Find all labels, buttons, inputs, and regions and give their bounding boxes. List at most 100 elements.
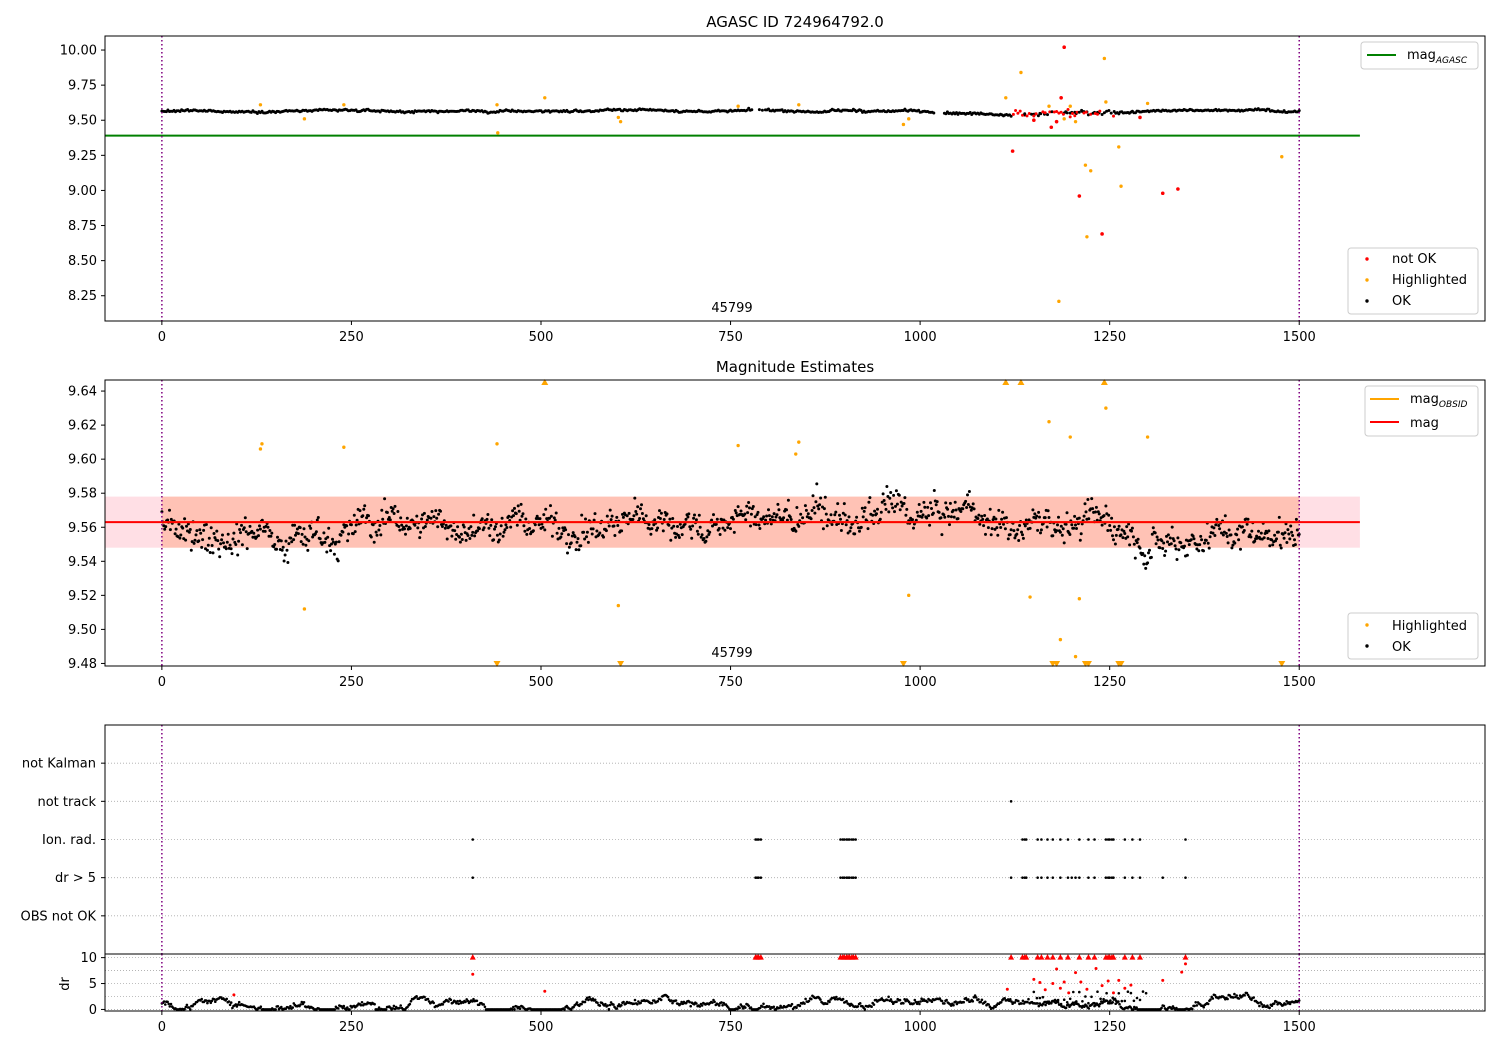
highlighted-point [302, 117, 307, 121]
ok-point [477, 527, 481, 531]
ok-point [1119, 533, 1123, 537]
panel-top: AGASC ID 724964792.0 45799 0 250 500 750 100… [60, 13, 1486, 345]
ok-point [341, 530, 345, 534]
ok-point [932, 489, 936, 492]
flag-point-dr-5 [1108, 876, 1111, 879]
ok-point [598, 531, 602, 535]
ok-point [1021, 536, 1025, 540]
ok-point [571, 531, 575, 535]
dr-ok-point [650, 1001, 654, 1005]
ok-point [369, 535, 373, 539]
ok-point [714, 522, 718, 526]
ok-point [567, 545, 571, 549]
dr-ok-point [333, 1008, 337, 1011]
ok-point [1223, 514, 1227, 518]
ok-point [1242, 529, 1246, 532]
panel-mid-xtick-label-0: 0 [158, 675, 166, 690]
ok-point [1220, 531, 1223, 535]
flag-point-ion-rad [854, 838, 857, 841]
ok-point [640, 503, 643, 507]
dr-ok-point [790, 1002, 794, 1006]
ok-point [966, 493, 969, 497]
flag-point-dr-5 [1046, 876, 1049, 879]
ok-point [888, 496, 892, 500]
dr-ok-point [360, 1001, 364, 1004]
ok-point [1086, 498, 1090, 501]
dr-capped-marker [1091, 954, 1098, 960]
ok-point [818, 503, 822, 507]
ok-point [235, 522, 239, 526]
dr-ok-point [1126, 990, 1130, 993]
ok-point [464, 538, 468, 542]
panel-mid-ytick-label-5: 9.58 [68, 487, 97, 502]
flag-point-ion-rad [1036, 838, 1039, 841]
ok-point [695, 529, 699, 533]
ok-point [318, 537, 322, 541]
dr-ok-point [798, 1004, 802, 1008]
flag-point-ion-rad [471, 838, 475, 841]
ok-point [585, 530, 589, 534]
not-ok-cluster-point [1046, 113, 1049, 117]
dr-ok-point [721, 1004, 724, 1007]
ok-point [839, 517, 842, 521]
ok-point [1226, 541, 1230, 545]
dr-ok-point [166, 1000, 169, 1004]
ok-point [743, 512, 747, 516]
dr-not-ok-point [1074, 971, 1078, 975]
ok-point [1080, 522, 1084, 526]
ok-point [1166, 533, 1170, 537]
ok-point [687, 512, 691, 516]
ok-point [503, 528, 507, 532]
ok-point [592, 518, 596, 522]
highlighted-clipped-low [617, 661, 625, 667]
ok-point [1043, 516, 1047, 520]
ok-point [997, 508, 1001, 512]
ok-point [1097, 512, 1101, 516]
dr-ok-point [992, 1006, 995, 1010]
panel-mid-xtick-label-1500: 1500 [1283, 675, 1316, 690]
ok-point [1175, 558, 1179, 561]
highlighted-point [302, 607, 307, 611]
ok-point [289, 536, 293, 540]
ok-point [387, 516, 391, 519]
ok-point [280, 548, 284, 552]
dr-capped-marker [1110, 954, 1117, 960]
dr-ok-point [988, 1005, 992, 1008]
dr-not-ok-point [1180, 970, 1184, 974]
flag-point-ion-rad [1046, 838, 1049, 841]
dr-ok-point [967, 998, 970, 1001]
ok-point [472, 513, 476, 517]
dr-ok-point [913, 998, 917, 1002]
dr-ok-point [167, 1002, 170, 1006]
panel-mid-axes: 0 250 500 750 1000 1250 1500 9.48 9.50 9.52 9.54 9.… [68, 385, 1316, 690]
ok-point [1136, 537, 1140, 541]
ok-point [702, 537, 706, 540]
ok-point [976, 517, 980, 520]
ok-point [415, 514, 419, 518]
flag-point-dr-5 [1131, 876, 1134, 879]
ok-point [809, 517, 813, 521]
ok-point [718, 533, 722, 536]
ok-point [361, 514, 365, 518]
ok-point [1150, 532, 1154, 536]
ok-point [225, 540, 229, 544]
ok-point [700, 533, 704, 537]
dr-ok-point [772, 1005, 776, 1009]
dr-ok-point [711, 1001, 714, 1004]
dr-not-ok-point [1123, 986, 1127, 990]
ok-point [444, 523, 448, 527]
dr-not-ok-point [1062, 980, 1066, 984]
ok-point [569, 541, 573, 545]
dr-capped-marker [1049, 954, 1056, 960]
ok-point [258, 527, 262, 531]
ok-point [825, 524, 829, 528]
ok-point [937, 510, 941, 514]
dr-ok-point [1059, 1002, 1063, 1006]
dr-ok-point [209, 1001, 213, 1005]
ok-point [505, 526, 509, 529]
dr-ok-point [208, 999, 211, 1003]
ok-point [961, 507, 965, 511]
dr-ok-point [962, 1000, 965, 1004]
dr-not-ok-point [1005, 987, 1009, 991]
ok-point [1132, 542, 1136, 546]
